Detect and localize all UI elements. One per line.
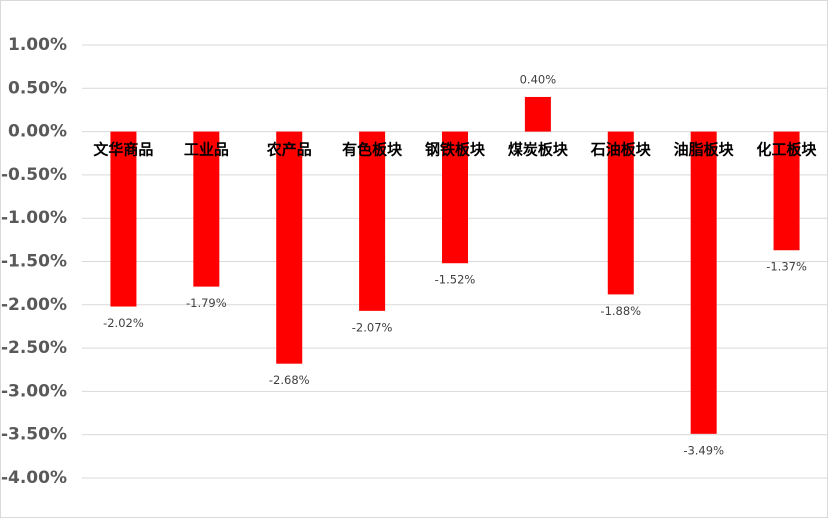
bar (110, 131, 137, 307)
bar (442, 131, 468, 264)
bar (276, 131, 303, 364)
y-tick-label: -4.00% (1, 468, 67, 488)
x-tick-label: 农产品 (266, 141, 312, 159)
value-label: -1.88% (600, 304, 641, 318)
x-tick-label: 有色板块 (342, 141, 403, 159)
value-label: -2.02% (103, 316, 144, 330)
y-tick-label: 0.50% (8, 78, 67, 98)
value-label: -2.07% (352, 320, 393, 334)
x-tick-label: 文华商品 (93, 141, 153, 159)
y-tick-label: -2.50% (1, 338, 67, 358)
y-tick-label: 0.00% (8, 122, 67, 142)
y-tick-label: -2.00% (1, 295, 67, 315)
x-tick-label: 化工板块 (757, 141, 818, 159)
y-tick-label: -3.00% (1, 381, 67, 401)
x-tick-label: 石油板块 (590, 141, 652, 159)
y-tick-label: -3.50% (1, 425, 67, 445)
value-label: -1.37% (766, 260, 807, 274)
value-label: 0.40% (520, 72, 557, 86)
y-tick-label: -1.50% (1, 252, 67, 272)
x-tick-label: 工业品 (184, 141, 229, 159)
value-label: -1.79% (186, 296, 227, 310)
y-tick-label: -0.50% (1, 165, 67, 185)
x-tick-label: 煤炭板块 (508, 141, 569, 159)
bar (524, 96, 551, 132)
value-label: -3.49% (683, 443, 724, 457)
bar (607, 131, 634, 295)
value-label: -1.52% (435, 273, 476, 287)
bar (690, 131, 717, 434)
bar (193, 131, 220, 287)
x-tick-label: 油脂板块 (674, 141, 735, 159)
bar (773, 131, 800, 251)
bar (359, 131, 386, 311)
value-label: -2.68% (269, 373, 310, 387)
x-tick-label: 钢铁板块 (425, 141, 486, 159)
y-tick-label: 1.00% (8, 35, 67, 55)
y-tick-label: -1.00% (1, 208, 67, 228)
